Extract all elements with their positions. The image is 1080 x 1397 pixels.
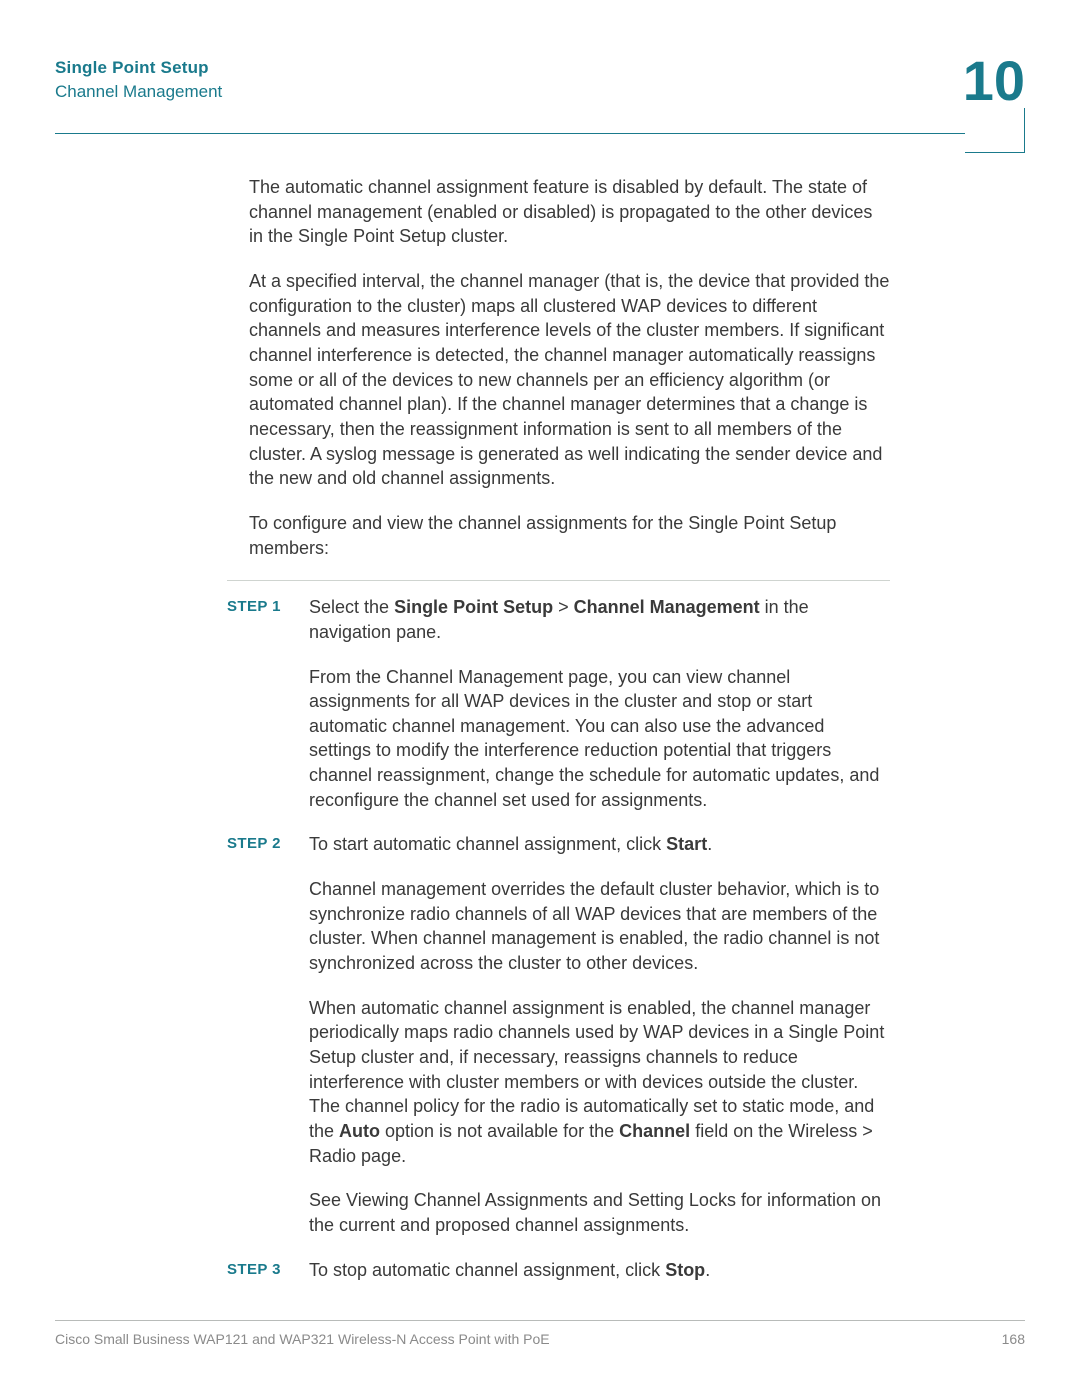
chapter-number: 10 — [963, 48, 1025, 113]
intro-paragraph-2: At a specified interval, the channel man… — [249, 269, 890, 491]
step-2-detail-2: When automatic channel assignment is ena… — [309, 996, 890, 1169]
step-1: STEP 1 Select the Single Point Setup > C… — [227, 595, 890, 812]
text: . — [705, 1260, 710, 1280]
intro-paragraph-1: The automatic channel assignment feature… — [249, 175, 890, 249]
step-body: To start automatic channel assignment, c… — [309, 832, 890, 1237]
footer-divider — [55, 1320, 1025, 1321]
step-3-instruction: To stop automatic channel assignment, cl… — [309, 1258, 890, 1283]
step-label: STEP 1 — [227, 595, 309, 812]
action-stop: Stop — [665, 1260, 705, 1280]
footer-doc-title: Cisco Small Business WAP121 and WAP321 W… — [55, 1331, 550, 1347]
page: Single Point Setup Channel Management 10… — [0, 0, 1080, 1397]
footer-page-number: 168 — [1002, 1331, 1025, 1347]
step-2-detail-3: See Viewing Channel Assignments and Sett… — [309, 1188, 890, 1237]
steps-section: STEP 1 Select the Single Point Setup > C… — [55, 581, 1025, 1282]
step-2-instruction: To start automatic channel assignment, c… — [309, 832, 890, 857]
page-header: Single Point Setup Channel Management 10 — [55, 58, 1025, 133]
step-1-detail: From the Channel Management page, you ca… — [309, 665, 890, 813]
field-channel: Channel — [619, 1121, 690, 1141]
header-title: Single Point Setup — [55, 58, 1025, 78]
intro-paragraph-3: To configure and view the channel assign… — [249, 511, 890, 560]
text: option is not available for the — [380, 1121, 619, 1141]
step-label: STEP 2 — [227, 832, 309, 1237]
text: When automatic channel assignment is ena… — [309, 998, 884, 1141]
step-1-instruction: Select the Single Point Setup > Channel … — [309, 595, 890, 644]
action-start: Start — [666, 834, 707, 854]
nav-path-level-2: Channel Management — [574, 597, 760, 617]
step-2-detail-1: Channel management overrides the default… — [309, 877, 890, 976]
footer-text: Cisco Small Business WAP121 and WAP321 W… — [55, 1331, 1025, 1347]
text: Select the — [309, 597, 394, 617]
text: > — [553, 597, 574, 617]
step-3: STEP 3 To stop automatic channel assignm… — [227, 1258, 890, 1283]
chapter-number-frame — [965, 108, 1025, 153]
option-auto: Auto — [339, 1121, 380, 1141]
text: . — [707, 834, 712, 854]
nav-path-level-1: Single Point Setup — [394, 597, 553, 617]
text: To start automatic channel assignment, c… — [309, 834, 666, 854]
page-footer: Cisco Small Business WAP121 and WAP321 W… — [55, 1320, 1025, 1347]
step-body: Select the Single Point Setup > Channel … — [309, 595, 890, 812]
step-label: STEP 3 — [227, 1258, 309, 1283]
text: To stop automatic channel assignment, cl… — [309, 1260, 665, 1280]
intro-content: The automatic channel assignment feature… — [55, 133, 1025, 560]
header-subtitle: Channel Management — [55, 82, 1025, 102]
header-divider — [55, 133, 965, 134]
step-2: STEP 2 To start automatic channel assign… — [227, 832, 890, 1237]
step-body: To stop automatic channel assignment, cl… — [309, 1258, 890, 1283]
